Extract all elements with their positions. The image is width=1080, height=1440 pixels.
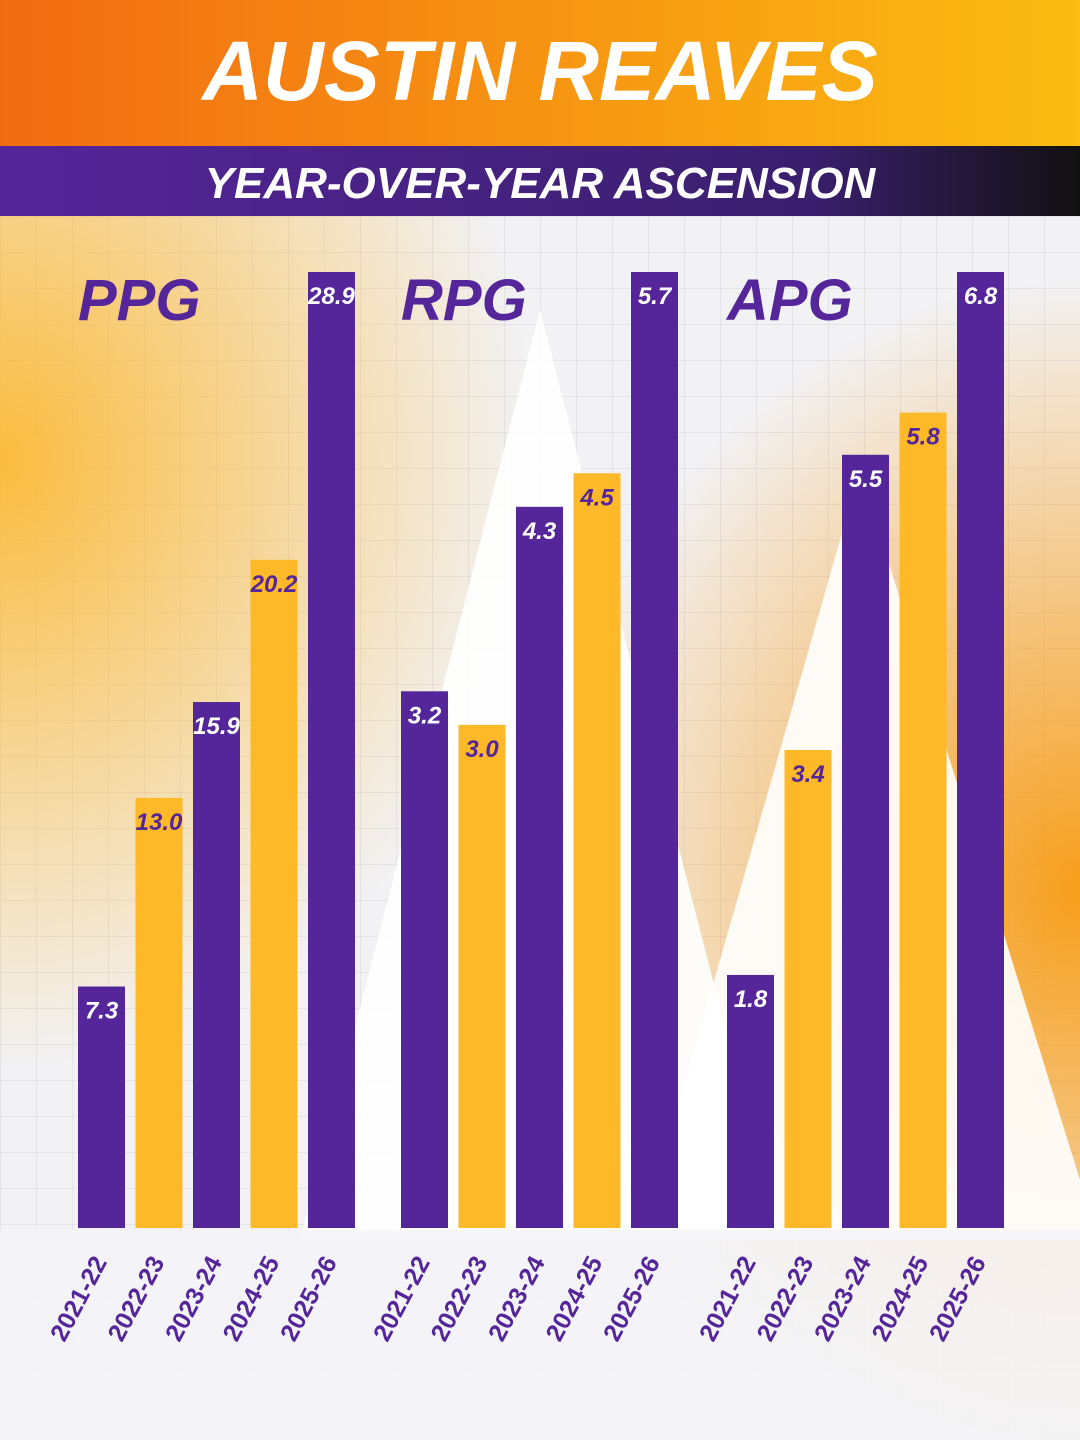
panel-title: PPG xyxy=(78,268,201,333)
value-label: 20.2 xyxy=(250,571,298,598)
value-label: 5.8 xyxy=(906,424,940,451)
bar xyxy=(899,412,947,1228)
value-label: 4.5 xyxy=(579,484,614,511)
bar xyxy=(308,272,355,1228)
value-label: 5.5 xyxy=(849,466,883,493)
bar xyxy=(631,272,678,1228)
header xyxy=(0,0,1080,146)
panel-title: APG xyxy=(725,268,853,333)
footer-band xyxy=(0,1230,1080,1440)
bar xyxy=(573,473,621,1228)
subtitle-band xyxy=(0,146,1080,216)
value-label: 28.9 xyxy=(307,283,355,310)
bar xyxy=(842,454,889,1228)
bar xyxy=(250,559,298,1228)
bar xyxy=(957,272,1004,1228)
bar xyxy=(78,986,125,1228)
value-label: 3.2 xyxy=(408,702,442,729)
value-label: 13.0 xyxy=(136,809,183,836)
title: AUSTIN REAVES xyxy=(200,24,877,118)
bar xyxy=(784,750,832,1228)
bar xyxy=(401,691,448,1228)
value-label: 7.3 xyxy=(85,998,119,1025)
value-label: 3.4 xyxy=(791,761,824,788)
bar xyxy=(193,702,240,1228)
panel-title: RPG xyxy=(401,268,527,333)
value-label: 1.8 xyxy=(734,986,768,1013)
bar xyxy=(135,797,183,1228)
subtitle: YEAR-OVER-YEAR ASCENSION xyxy=(205,159,877,208)
value-label: 15.9 xyxy=(193,713,240,740)
value-label: 4.3 xyxy=(522,518,557,545)
value-label: 5.7 xyxy=(638,283,673,310)
value-label: 3.0 xyxy=(465,736,499,763)
bar xyxy=(458,724,506,1228)
value-label: 6.8 xyxy=(964,283,998,310)
bar xyxy=(727,974,774,1228)
bar xyxy=(516,506,563,1228)
